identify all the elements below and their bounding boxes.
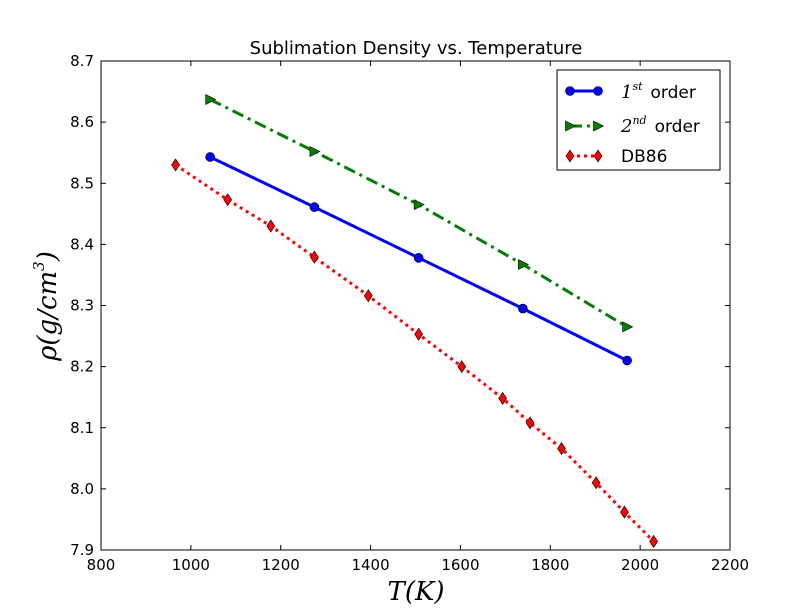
y-tick-label: 7.9 xyxy=(70,541,94,559)
y-tick-label: 8.6 xyxy=(70,113,94,131)
chart-title: Sublimation Density vs. Temperature xyxy=(250,38,583,59)
series-0-point xyxy=(518,303,528,314)
y-axis-label-base: ρ(g/cm xyxy=(33,271,63,362)
series-2-point xyxy=(266,219,276,233)
y-axis-label-sup: 3 xyxy=(30,261,48,271)
legend-box xyxy=(556,69,721,171)
series-2-point xyxy=(457,360,467,374)
legend-second-word: order xyxy=(655,117,700,137)
legend-marker-1 xyxy=(565,120,577,132)
series-2-point xyxy=(498,391,508,405)
legend-marker-2 xyxy=(565,149,575,163)
x-tick-label: 1200 xyxy=(262,556,300,574)
y-tick-label: 8.0 xyxy=(70,480,94,498)
x-axis-label-var: T xyxy=(387,577,406,607)
x-tick-label: 1400 xyxy=(351,556,389,574)
series-0-point xyxy=(205,152,215,162)
series-1-point xyxy=(622,321,634,333)
series-2-point xyxy=(649,534,658,548)
y-tick-label: 8.4 xyxy=(70,235,94,253)
series-2-point xyxy=(310,250,319,264)
x-axis-label-unit: (K) xyxy=(405,577,445,607)
x-tick-label: 2200 xyxy=(711,556,749,574)
legend-label-first-order: 1st order xyxy=(621,80,696,103)
x-tick-label: 800 xyxy=(87,556,116,574)
legend-marker-1 xyxy=(593,120,605,132)
axes-ticks: 800 1000 1200 1400 1600 1800 2000 2200 7.9 8.0 8.1… xyxy=(70,52,749,574)
series-2-point xyxy=(171,158,180,172)
x-tick-label: 1800 xyxy=(531,556,569,574)
legend-marker-2 xyxy=(593,149,603,163)
series-0-point xyxy=(622,355,632,366)
series-1-point xyxy=(309,145,321,157)
legend-label-db86: DB86 xyxy=(621,147,667,167)
legend-first-word: order xyxy=(651,83,696,103)
legend-second-sup: nd xyxy=(632,114,646,127)
plot-area xyxy=(171,94,658,548)
legend-first-num: 1 xyxy=(621,82,632,103)
x-axis-label: T(K) xyxy=(387,577,444,607)
x-tick-label: 2000 xyxy=(621,556,659,574)
series-2-point xyxy=(557,441,566,456)
legend-second-num: 2 xyxy=(620,116,632,137)
series-2-point xyxy=(525,416,535,430)
x-tick-label: 1600 xyxy=(441,556,479,574)
series-2-point xyxy=(223,193,233,207)
series-2-point xyxy=(620,505,629,519)
legend-marker-0 xyxy=(593,86,603,96)
y-tick-label: 8.1 xyxy=(70,419,94,437)
series-2-point xyxy=(414,327,424,341)
series-0-point xyxy=(413,253,424,263)
y-tick-label: 8.7 xyxy=(70,52,94,70)
y-tick-label: 8.3 xyxy=(70,297,94,315)
series-1-point xyxy=(413,199,425,211)
y-tick-label: 8.5 xyxy=(70,174,94,192)
series-2-point xyxy=(591,476,601,490)
legend-samples xyxy=(565,86,605,163)
legend-first-sup: st xyxy=(632,80,643,93)
legend-marker-0 xyxy=(565,86,575,96)
series-2-point xyxy=(363,289,373,303)
series-0-point xyxy=(309,202,320,212)
y-tick-label: 8.2 xyxy=(70,358,94,376)
legend-label-second-order: 2nd order xyxy=(620,114,700,137)
y-axis-label-close: ) xyxy=(33,251,63,262)
legend: 1st order 2nd order DB86 xyxy=(556,69,721,171)
y-axis-label: ρ(g/cm3) xyxy=(30,251,63,362)
series-1-point xyxy=(518,259,530,271)
x-tick-label: 1000 xyxy=(172,556,210,574)
series-1-point xyxy=(205,94,217,105)
